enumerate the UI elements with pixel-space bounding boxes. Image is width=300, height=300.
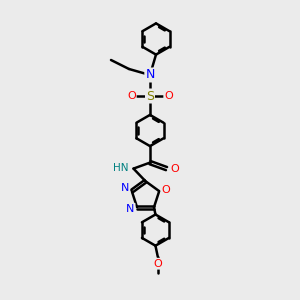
Text: N: N — [126, 204, 135, 214]
Text: O: O — [164, 91, 173, 101]
Text: S: S — [146, 89, 154, 103]
Text: N: N — [145, 68, 155, 82]
Text: HN: HN — [112, 163, 128, 173]
Text: O: O — [154, 259, 162, 269]
Text: O: O — [161, 185, 170, 195]
Text: O: O — [127, 91, 136, 101]
Text: O: O — [170, 164, 179, 174]
Text: N: N — [121, 183, 129, 193]
